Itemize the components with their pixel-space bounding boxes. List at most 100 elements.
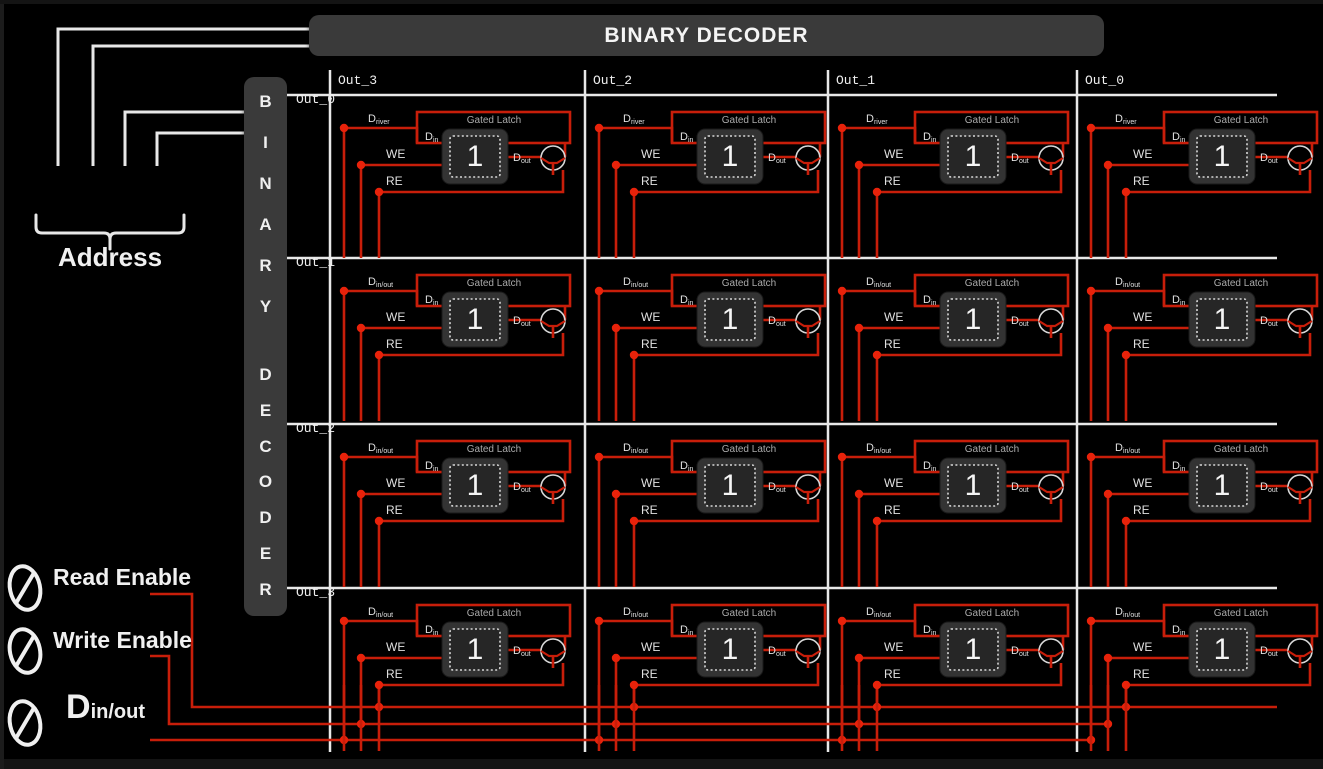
svg-text:Dout: Dout xyxy=(1011,481,1029,494)
svg-text:RE: RE xyxy=(386,503,403,517)
svg-text:Din: Din xyxy=(680,294,694,307)
svg-text:Dout: Dout xyxy=(513,152,531,165)
svg-text:Din/out: Din/out xyxy=(623,442,648,455)
svg-text:1: 1 xyxy=(722,140,739,173)
svg-text:Din: Din xyxy=(1172,131,1186,144)
svg-text:Gated Latch: Gated Latch xyxy=(965,444,1019,455)
svg-text:WE: WE xyxy=(641,310,660,324)
svg-text:Din: Din xyxy=(425,624,439,637)
svg-text:Din/out: Din/out xyxy=(368,606,393,619)
svg-text:WE: WE xyxy=(386,147,405,161)
svg-text:WE: WE xyxy=(386,476,405,490)
svg-text:1: 1 xyxy=(965,469,982,502)
svg-text:Dout: Dout xyxy=(768,481,786,494)
svg-text:WE: WE xyxy=(386,640,405,654)
svg-text:Din: Din xyxy=(680,624,694,637)
svg-text:Din/out: Din/out xyxy=(1115,442,1140,455)
svg-text:RE: RE xyxy=(386,337,403,351)
svg-text:Din: Din xyxy=(923,460,937,473)
svg-text:RE: RE xyxy=(1133,667,1150,681)
svg-text:WE: WE xyxy=(1133,476,1152,490)
svg-text:Driver: Driver xyxy=(1115,113,1137,126)
svg-text:Driver: Driver xyxy=(866,113,888,126)
svg-text:Din: Din xyxy=(923,131,937,144)
svg-text:RE: RE xyxy=(386,174,403,188)
svg-text:RE: RE xyxy=(884,337,901,351)
svg-text:Din: Din xyxy=(923,624,937,637)
svg-text:Dout: Dout xyxy=(513,315,531,328)
svg-text:Gated Latch: Gated Latch xyxy=(722,608,776,619)
svg-text:Din: Din xyxy=(680,131,694,144)
svg-text:1: 1 xyxy=(722,303,739,336)
svg-text:WE: WE xyxy=(1133,640,1152,654)
svg-text:1: 1 xyxy=(722,469,739,502)
svg-text:Gated Latch: Gated Latch xyxy=(1214,444,1268,455)
svg-text:WE: WE xyxy=(884,640,903,654)
svg-text:Driver: Driver xyxy=(623,113,645,126)
svg-text:Din/out: Din/out xyxy=(368,276,393,289)
svg-text:WE: WE xyxy=(641,476,660,490)
svg-text:Dout: Dout xyxy=(513,645,531,658)
svg-text:1: 1 xyxy=(467,469,484,502)
svg-text:Din/out: Din/out xyxy=(1115,606,1140,619)
svg-text:Gated Latch: Gated Latch xyxy=(1214,608,1268,619)
svg-text:1: 1 xyxy=(467,140,484,173)
svg-text:1: 1 xyxy=(1214,469,1231,502)
svg-text:RE: RE xyxy=(641,667,658,681)
svg-text:RE: RE xyxy=(1133,503,1150,517)
svg-text:Gated Latch: Gated Latch xyxy=(965,115,1019,126)
svg-text:Din/out: Din/out xyxy=(866,442,891,455)
svg-text:WE: WE xyxy=(641,147,660,161)
svg-text:WE: WE xyxy=(884,310,903,324)
svg-text:Gated Latch: Gated Latch xyxy=(965,278,1019,289)
svg-text:RE: RE xyxy=(884,667,901,681)
svg-text:WE: WE xyxy=(1133,147,1152,161)
svg-text:1: 1 xyxy=(1214,633,1231,666)
svg-text:Dout: Dout xyxy=(1260,481,1278,494)
svg-text:1: 1 xyxy=(965,633,982,666)
svg-text:Dout: Dout xyxy=(768,152,786,165)
svg-text:Din/out: Din/out xyxy=(623,606,648,619)
svg-text:RE: RE xyxy=(386,667,403,681)
svg-text:Din: Din xyxy=(1172,294,1186,307)
svg-text:1: 1 xyxy=(467,633,484,666)
svg-text:Din/out: Din/out xyxy=(866,606,891,619)
svg-text:Din: Din xyxy=(425,294,439,307)
svg-text:Din: Din xyxy=(425,131,439,144)
svg-text:WE: WE xyxy=(1133,310,1152,324)
svg-text:WE: WE xyxy=(641,640,660,654)
svg-text:1: 1 xyxy=(965,140,982,173)
svg-text:RE: RE xyxy=(884,503,901,517)
svg-text:RE: RE xyxy=(641,174,658,188)
svg-text:Dout: Dout xyxy=(1260,315,1278,328)
svg-text:RE: RE xyxy=(641,503,658,517)
svg-text:Din/out: Din/out xyxy=(368,442,393,455)
svg-text:Dout: Dout xyxy=(1011,315,1029,328)
svg-text:1: 1 xyxy=(722,633,739,666)
svg-text:Din: Din xyxy=(1172,624,1186,637)
svg-text:Gated Latch: Gated Latch xyxy=(1214,278,1268,289)
svg-text:Din: Din xyxy=(680,460,694,473)
svg-text:Din: Din xyxy=(923,294,937,307)
svg-text:RE: RE xyxy=(1133,337,1150,351)
svg-text:Dout: Dout xyxy=(768,315,786,328)
svg-text:Dout: Dout xyxy=(1011,645,1029,658)
svg-text:Gated Latch: Gated Latch xyxy=(467,115,521,126)
svg-text:Din/out: Din/out xyxy=(1115,276,1140,289)
svg-text:RE: RE xyxy=(884,174,901,188)
svg-text:1: 1 xyxy=(467,303,484,336)
svg-text:Dout: Dout xyxy=(1260,645,1278,658)
svg-text:Gated Latch: Gated Latch xyxy=(722,278,776,289)
svg-text:Dout: Dout xyxy=(513,481,531,494)
svg-text:Driver: Driver xyxy=(368,113,390,126)
svg-text:RE: RE xyxy=(641,337,658,351)
svg-text:Din/out: Din/out xyxy=(623,276,648,289)
svg-text:Din: Din xyxy=(1172,460,1186,473)
svg-text:Gated Latch: Gated Latch xyxy=(467,444,521,455)
svg-text:Din: Din xyxy=(425,460,439,473)
svg-text:WE: WE xyxy=(386,310,405,324)
svg-text:1: 1 xyxy=(965,303,982,336)
svg-text:Dout: Dout xyxy=(768,645,786,658)
svg-text:1: 1 xyxy=(1214,303,1231,336)
svg-text:Gated Latch: Gated Latch xyxy=(965,608,1019,619)
